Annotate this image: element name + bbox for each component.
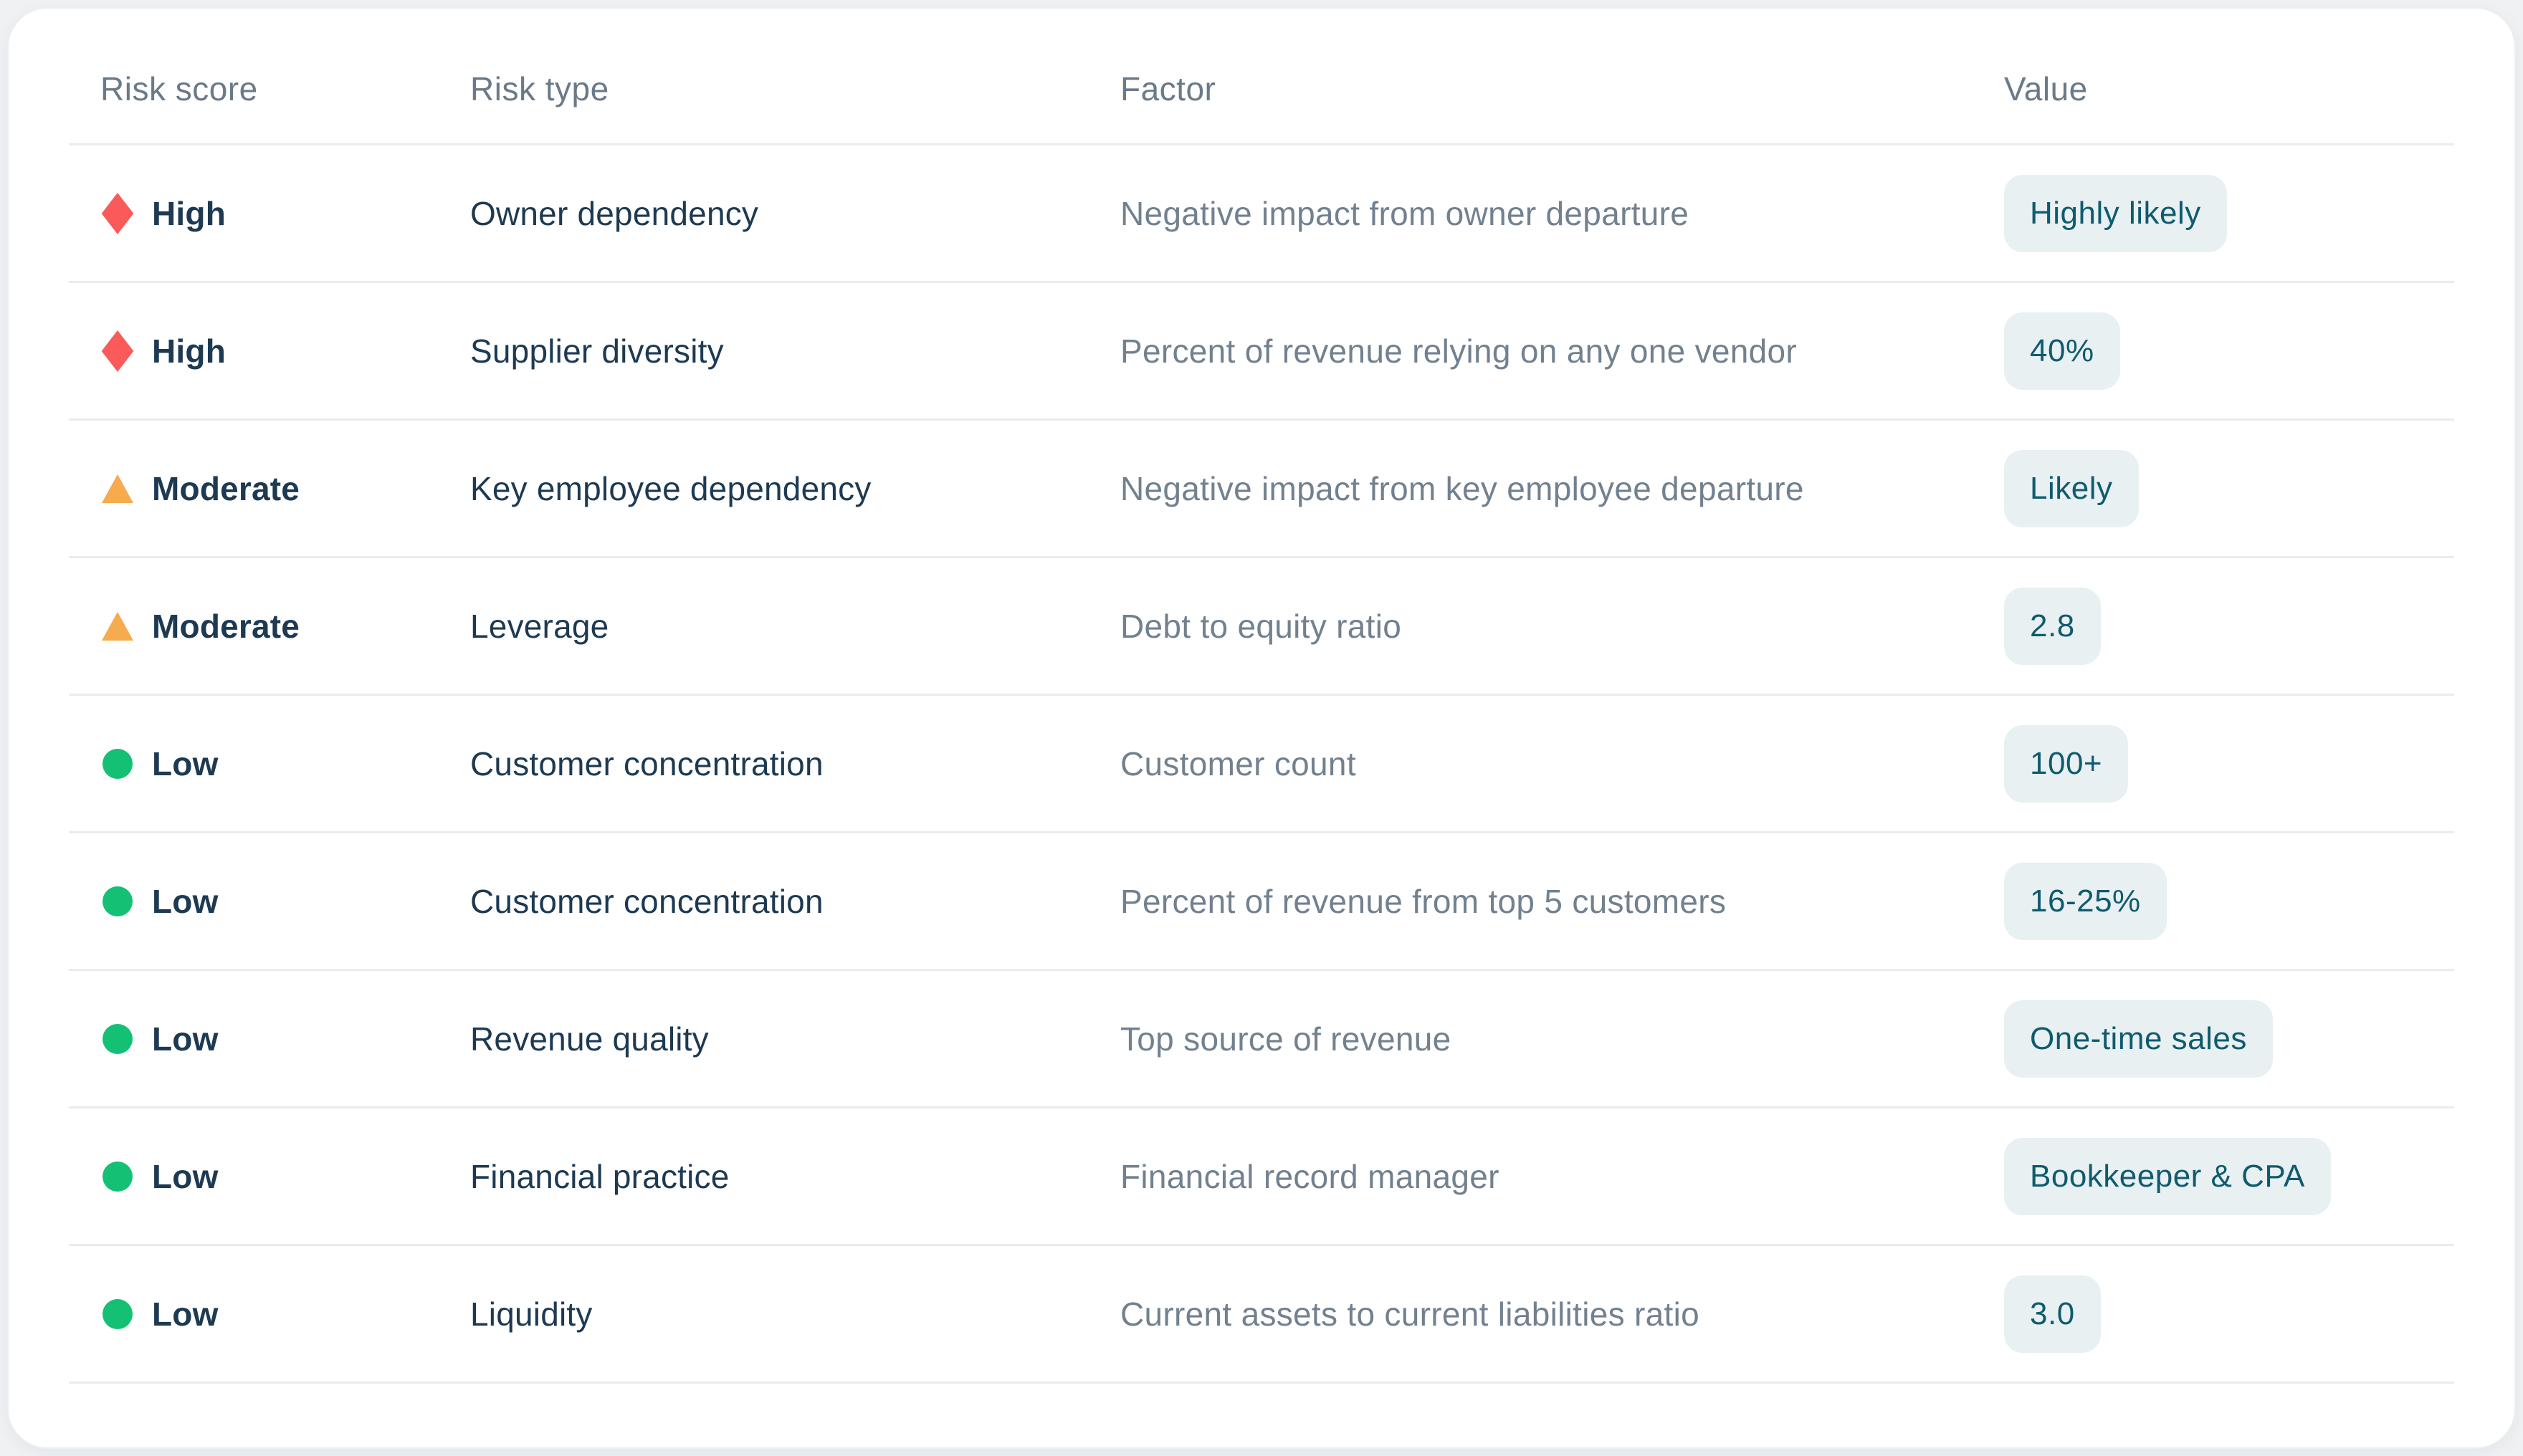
table-body: High Owner dependency Negative impact fr…: [69, 143, 2454, 1384]
risk-type-label: Supplier diversity: [470, 332, 724, 370]
risk-type-label: Customer concentration: [470, 882, 824, 920]
risk-score-label: Moderate: [152, 469, 300, 507]
value-badge: Likely: [2004, 449, 2139, 527]
risk-type-label: Leverage: [470, 607, 609, 645]
low-risk-circle-icon: [100, 1298, 135, 1329]
table-row: Low Revenue quality Top source of revenu…: [69, 969, 2454, 1106]
high-risk-diamond-icon: [100, 192, 135, 234]
risk-score-cell: Low: [100, 1295, 470, 1333]
value-badge: Highly likely: [2004, 174, 2227, 252]
table-header-row: Risk score Risk type Factor Value: [69, 9, 2454, 143]
table-row: Moderate Key employee dependency Negativ…: [69, 418, 2454, 556]
value-cell: Highly likely: [2004, 174, 2454, 252]
value-cell: 2.8: [2004, 587, 2454, 665]
value-badge: 3.0: [2004, 1275, 2101, 1353]
value-badge: 100+: [2004, 724, 2129, 803]
low-risk-circle-icon: [100, 886, 135, 916]
factor-label: Current assets to current liabilities ra…: [1120, 1295, 1699, 1333]
risk-score-cell: Low: [100, 882, 470, 921]
risk-score-cell: Low: [100, 744, 470, 783]
value-cell: Likely: [2004, 449, 2454, 527]
value-cell: 16-25%: [2004, 862, 2454, 940]
value-badge: 2.8: [2004, 587, 2101, 665]
risk-type-label: Customer concentration: [470, 744, 824, 782]
risk-score-label: High: [152, 194, 226, 232]
risk-score-label: Moderate: [152, 607, 300, 645]
risk-score-cell: Low: [100, 1020, 470, 1058]
value-badge: 40%: [2004, 312, 2120, 390]
high-risk-diamond-icon: [100, 330, 135, 372]
low-risk-circle-icon: [100, 748, 135, 779]
column-header-risk-score: Risk score: [100, 70, 258, 107]
value-cell: Bookkeeper & CPA: [2004, 1137, 2454, 1215]
value-cell: 40%: [2004, 312, 2454, 390]
risk-type-label: Key employee dependency: [470, 469, 872, 507]
risk-score-label: Low: [152, 1157, 219, 1195]
table-row: High Owner dependency Negative impact fr…: [69, 143, 2454, 281]
risk-type-label: Owner dependency: [470, 194, 759, 232]
risk-score-cell: Low: [100, 1157, 470, 1196]
value-cell: 100+: [2004, 724, 2454, 803]
value-badge: 16-25%: [2004, 862, 2167, 940]
column-header-factor: Factor: [1120, 70, 1216, 107]
factor-label: Debt to equity ratio: [1120, 607, 1402, 645]
risk-score-cell: Moderate: [100, 469, 470, 508]
risk-score-label: Low: [152, 882, 219, 920]
value-badge: Bookkeeper & CPA: [2004, 1137, 2331, 1215]
risk-score-label: Low: [152, 1295, 219, 1333]
low-risk-circle-icon: [100, 1023, 135, 1054]
risk-type-label: Liquidity: [470, 1295, 593, 1333]
factor-label: Negative impact from key employee depart…: [1120, 469, 1804, 507]
column-header-risk-type: Risk type: [470, 70, 609, 107]
risk-score-label: Low: [152, 1020, 219, 1058]
value-cell: One-time sales: [2004, 1000, 2454, 1078]
risk-score-cell: High: [100, 330, 470, 372]
risk-score-cell: High: [100, 192, 470, 234]
table-row: Low Customer concentration Percent of re…: [69, 831, 2454, 969]
value-badge: One-time sales: [2004, 1000, 2273, 1078]
factor-label: Negative impact from owner departure: [1120, 194, 1689, 232]
table-row: Low Customer concentration Customer coun…: [69, 694, 2454, 831]
column-header-value: Value: [2004, 70, 2088, 107]
table-row: High Supplier diversity Percent of reven…: [69, 281, 2454, 418]
factor-label: Percent of revenue from top 5 customers: [1120, 882, 1727, 920]
risk-type-label: Revenue quality: [470, 1020, 709, 1058]
table-row: Low Liquidity Current assets to current …: [69, 1244, 2454, 1381]
risk-score-label: Low: [152, 744, 219, 782]
risk-type-label: Financial practice: [470, 1157, 730, 1195]
factor-label: Percent of revenue relying on any one ve…: [1120, 332, 1798, 370]
table-row: Moderate Leverage Debt to equity ratio 2…: [69, 556, 2454, 694]
moderate-risk-triangle-icon: [100, 471, 135, 506]
risk-score-label: High: [152, 332, 226, 370]
table-row: Low Financial practice Financial record …: [69, 1106, 2454, 1244]
factor-label: Top source of revenue: [1120, 1020, 1451, 1058]
moderate-risk-triangle-icon: [100, 609, 135, 643]
low-risk-circle-icon: [100, 1161, 135, 1192]
value-cell: 3.0: [2004, 1275, 2454, 1353]
factor-label: Financial record manager: [1120, 1157, 1499, 1195]
factor-label: Customer count: [1120, 744, 1356, 782]
risk-score-cell: Moderate: [100, 607, 470, 646]
risk-table-card: Risk score Risk type Factor Value High O…: [7, 7, 2516, 1449]
